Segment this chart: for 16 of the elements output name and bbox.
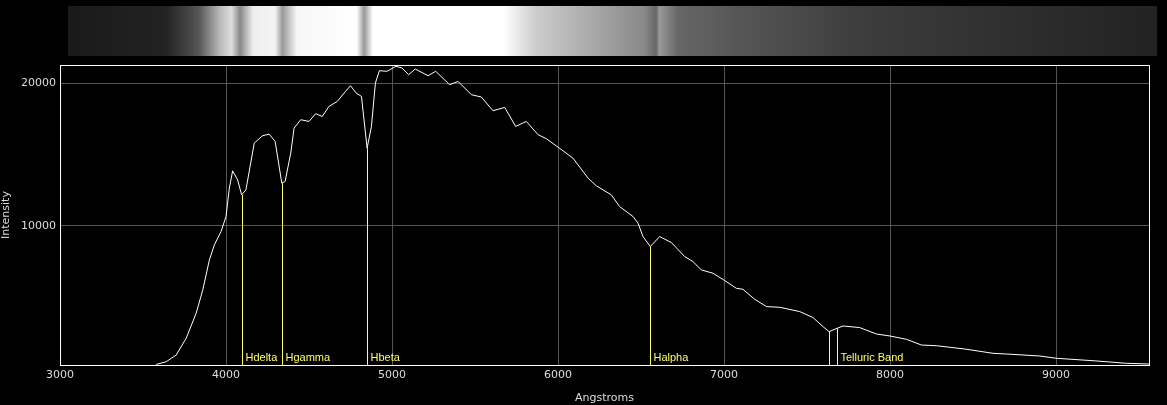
x-tick-label: 5000 bbox=[378, 368, 407, 382]
x-tick-label: 7000 bbox=[710, 368, 739, 382]
y-tick-label: 20000 bbox=[21, 75, 56, 89]
x-tick-label: 9000 bbox=[1042, 368, 1071, 382]
ref-line-label: Hbeta bbox=[370, 350, 401, 363]
x-tick-label: 3000 bbox=[46, 368, 74, 382]
x-tick-label: 4000 bbox=[212, 368, 241, 382]
y-axis-title: Intensity bbox=[0, 190, 13, 239]
ref-line-label: Telluric Band bbox=[840, 350, 904, 363]
y-tick-label: 10000 bbox=[21, 218, 56, 232]
x-tick-label: 6000 bbox=[544, 368, 573, 382]
x-tick-label: 8000 bbox=[876, 368, 905, 382]
ref-line-label: Hgamma bbox=[285, 350, 332, 363]
ref-line-label: Halpha bbox=[653, 350, 690, 363]
x-axis-title: Angstroms bbox=[575, 391, 635, 405]
ref-line-label: Hdelta bbox=[245, 350, 279, 363]
